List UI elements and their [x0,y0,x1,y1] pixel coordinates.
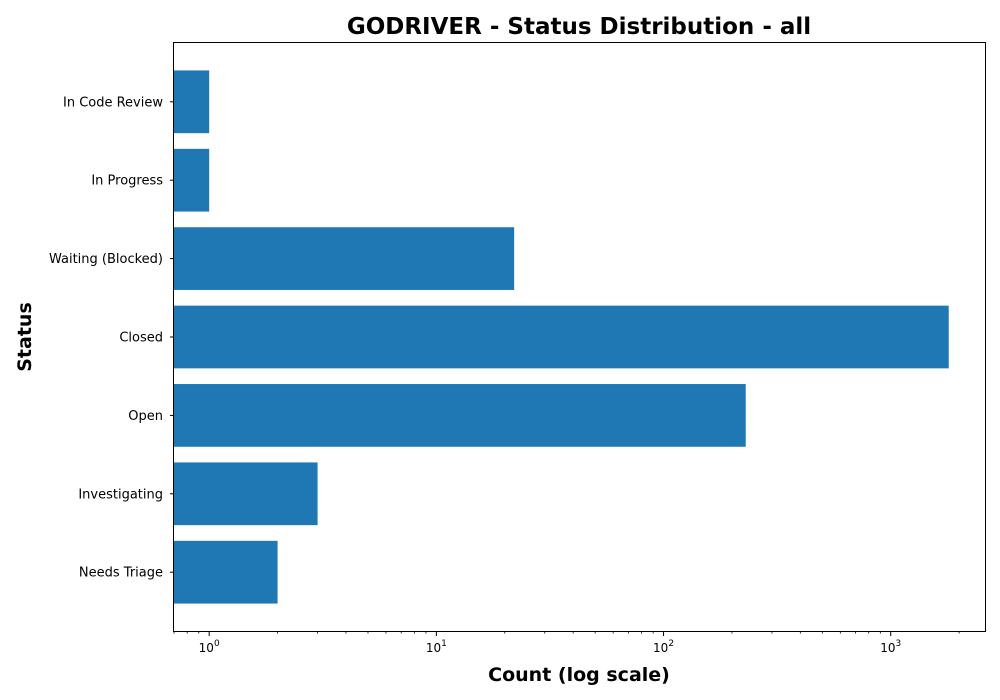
y-tick-label: In Progress [91,174,163,189]
x-axis-label: Count (log scale) [488,664,670,686]
bar-needs-triage [174,541,278,604]
y-axis-ticks: Needs Triage Investigating Open Closed Waiti… [49,95,174,580]
bar-investigating [174,462,318,525]
y-tick-label: Investigating [78,487,163,502]
bar-in-progress [174,149,209,212]
x-tick-label: 103 [880,639,901,655]
chart-title: GODRIVER - Status Distribution - all [347,14,811,40]
y-tick-label: Closed [119,331,163,346]
bar-closed [174,306,949,369]
x-tick-label: 100 [199,639,220,655]
bar-in-code-review [174,70,209,133]
bar-waiting-blocked [174,227,514,290]
y-tick-label: Needs Triage [79,566,163,581]
x-tick-label: 102 [653,639,674,655]
y-tick-label: Waiting (Blocked) [49,252,163,267]
x-axis-ticks: 100 101 102 103 [174,631,959,655]
y-axis-label: Status [14,302,36,372]
y-tick-label: Open [128,409,163,424]
bar-open [174,384,746,447]
y-tick-label: In Code Review [63,95,163,110]
bars-group [174,70,949,603]
x-tick-label: 101 [426,639,447,655]
